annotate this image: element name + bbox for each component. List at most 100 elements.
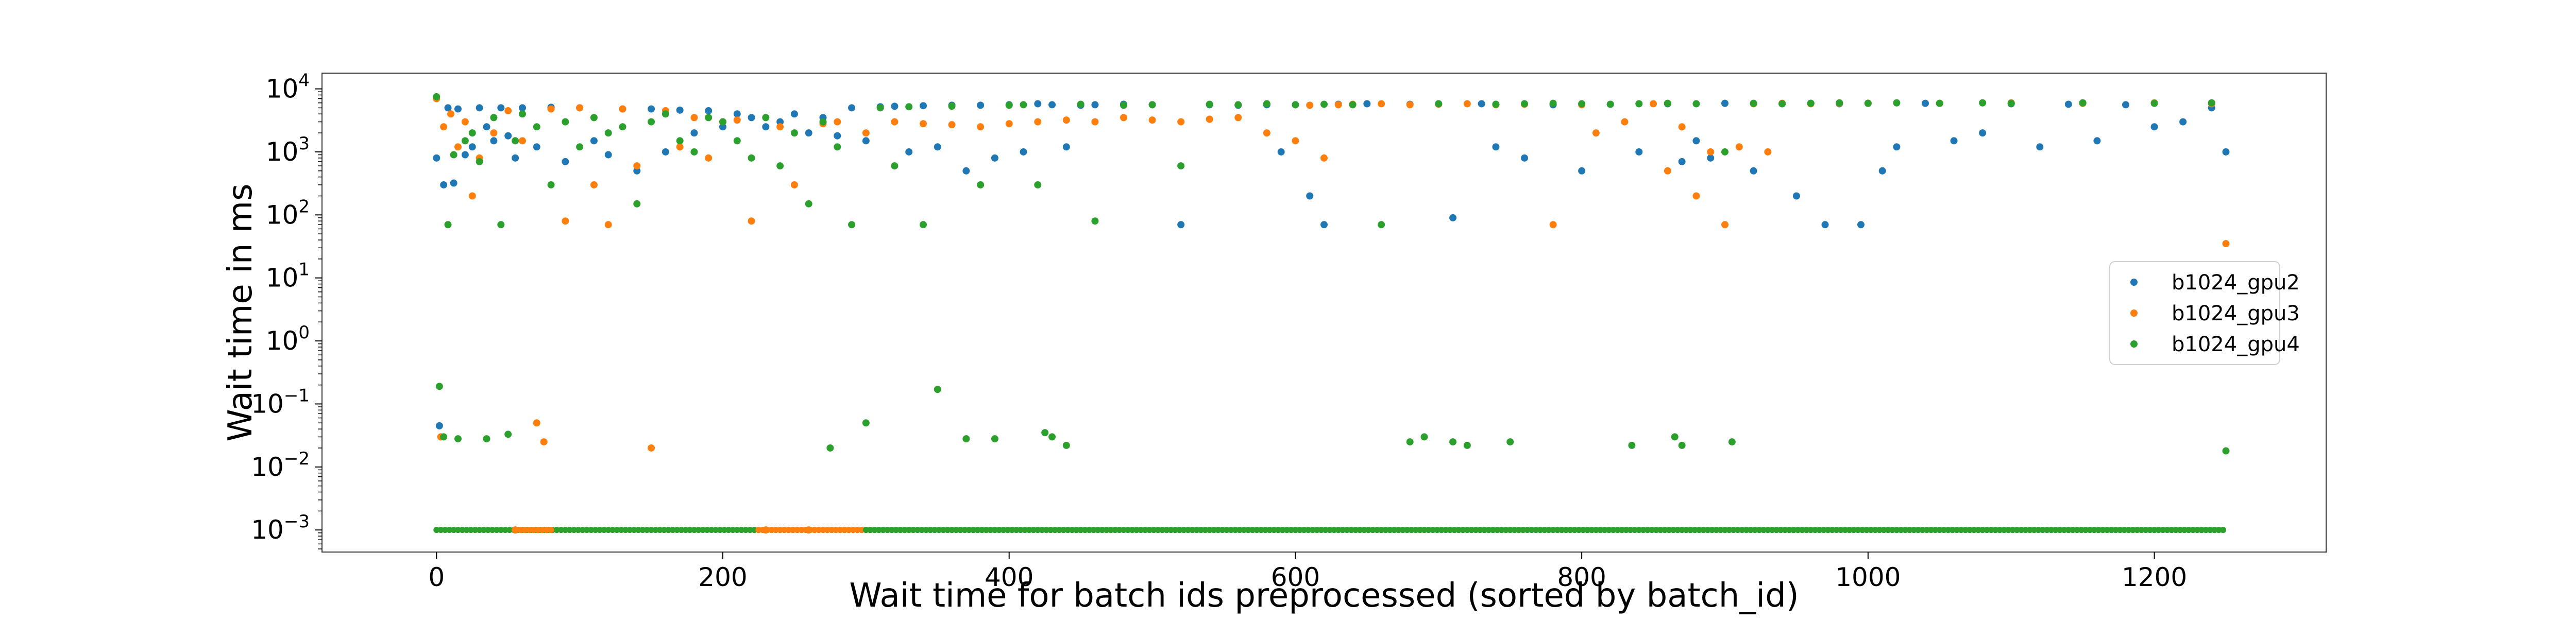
data-point bbox=[1910, 527, 1917, 533]
data-point bbox=[2108, 527, 2115, 533]
data-point bbox=[2138, 527, 2145, 533]
data-point bbox=[1004, 527, 1011, 533]
data-point bbox=[1748, 527, 1754, 533]
data-point bbox=[1331, 527, 1337, 533]
data-point bbox=[876, 104, 884, 112]
data-point bbox=[768, 527, 775, 533]
data-point bbox=[1434, 527, 1440, 533]
data-point bbox=[1320, 221, 1328, 229]
data-point bbox=[1915, 527, 1922, 533]
data-point bbox=[1320, 100, 1328, 108]
data-point bbox=[1334, 101, 1342, 109]
data-point bbox=[1644, 527, 1651, 533]
data-point bbox=[1601, 527, 1608, 533]
data-point bbox=[502, 527, 509, 533]
data-point bbox=[618, 527, 624, 533]
data-point bbox=[535, 527, 541, 533]
data-point bbox=[639, 527, 646, 533]
y-tick-label: 104 bbox=[266, 71, 310, 104]
data-point bbox=[461, 118, 469, 126]
data-point bbox=[1671, 433, 1679, 441]
data-point bbox=[2211, 527, 2218, 533]
data-point bbox=[906, 527, 912, 533]
data-point bbox=[1764, 148, 1772, 156]
data-point bbox=[444, 104, 452, 112]
data-point bbox=[1880, 527, 1887, 533]
data-point bbox=[1047, 527, 1054, 533]
data-point bbox=[2048, 527, 2055, 533]
data-point bbox=[1155, 527, 1161, 533]
data-point bbox=[1263, 129, 1270, 137]
data-point bbox=[531, 527, 537, 533]
data-point bbox=[2168, 527, 2175, 533]
data-point bbox=[1838, 527, 1844, 533]
data-point bbox=[962, 435, 970, 443]
data-point bbox=[1374, 527, 1380, 533]
data-point bbox=[2018, 527, 2025, 533]
data-point bbox=[798, 527, 805, 533]
data-point bbox=[661, 527, 668, 533]
data-point bbox=[1782, 527, 1788, 533]
data-point bbox=[1885, 527, 1891, 533]
data-point bbox=[805, 129, 812, 137]
data-point bbox=[1821, 221, 1829, 229]
data-point bbox=[914, 527, 921, 533]
x-axis-ticks: 0 200 400 600 800 1000 1200 bbox=[428, 552, 2187, 592]
data-point bbox=[1923, 527, 1930, 533]
x-tick-label: 1000 bbox=[1835, 562, 1901, 592]
data-point bbox=[468, 192, 476, 200]
data-point bbox=[519, 110, 526, 118]
data-point bbox=[1159, 527, 1166, 533]
data-point bbox=[884, 527, 891, 533]
data-point bbox=[2179, 118, 2187, 126]
data-point bbox=[678, 527, 685, 533]
data-point bbox=[1069, 527, 1075, 533]
data-point bbox=[1494, 527, 1501, 533]
data-point bbox=[2065, 527, 2072, 533]
data-point bbox=[576, 104, 584, 112]
data-point bbox=[1340, 527, 1346, 533]
data-point bbox=[734, 527, 740, 533]
data-point bbox=[2222, 447, 2230, 455]
data-point bbox=[648, 527, 655, 533]
data-point bbox=[476, 158, 483, 165]
data-point bbox=[1369, 527, 1376, 533]
data-point bbox=[2093, 137, 2101, 145]
data-point bbox=[633, 167, 641, 175]
data-point bbox=[1266, 527, 1273, 533]
data-point bbox=[730, 527, 736, 533]
data-point bbox=[910, 527, 917, 533]
data-point bbox=[483, 123, 490, 131]
data-point bbox=[2222, 148, 2230, 156]
data-point bbox=[888, 527, 895, 533]
data-point bbox=[1062, 143, 1070, 151]
data-point bbox=[1739, 527, 1745, 533]
data-point bbox=[472, 527, 479, 533]
data-point bbox=[1206, 115, 1213, 123]
data-point bbox=[622, 527, 629, 533]
data-point bbox=[446, 527, 453, 533]
data-point bbox=[893, 527, 900, 533]
data-point bbox=[920, 102, 927, 110]
data-point bbox=[2057, 527, 2063, 533]
data-point bbox=[1515, 527, 1522, 533]
data-point bbox=[1842, 527, 1849, 533]
data-point bbox=[690, 114, 698, 122]
data-point bbox=[785, 527, 792, 533]
data-point bbox=[512, 526, 519, 534]
data-point bbox=[1133, 527, 1140, 533]
data-point bbox=[1606, 100, 1614, 108]
data-point bbox=[862, 419, 870, 427]
data-point bbox=[648, 105, 655, 113]
data-point bbox=[2013, 527, 2020, 533]
data-point bbox=[1786, 527, 1793, 533]
y-tick-label: 100 bbox=[266, 322, 310, 356]
data-point bbox=[2129, 527, 2136, 533]
data-point bbox=[1236, 527, 1243, 533]
data-point bbox=[1365, 527, 1372, 533]
data-point bbox=[676, 137, 684, 145]
data-point bbox=[447, 110, 455, 118]
data-point bbox=[897, 527, 904, 533]
data-point bbox=[1206, 100, 1213, 108]
data-point bbox=[1041, 429, 1049, 437]
